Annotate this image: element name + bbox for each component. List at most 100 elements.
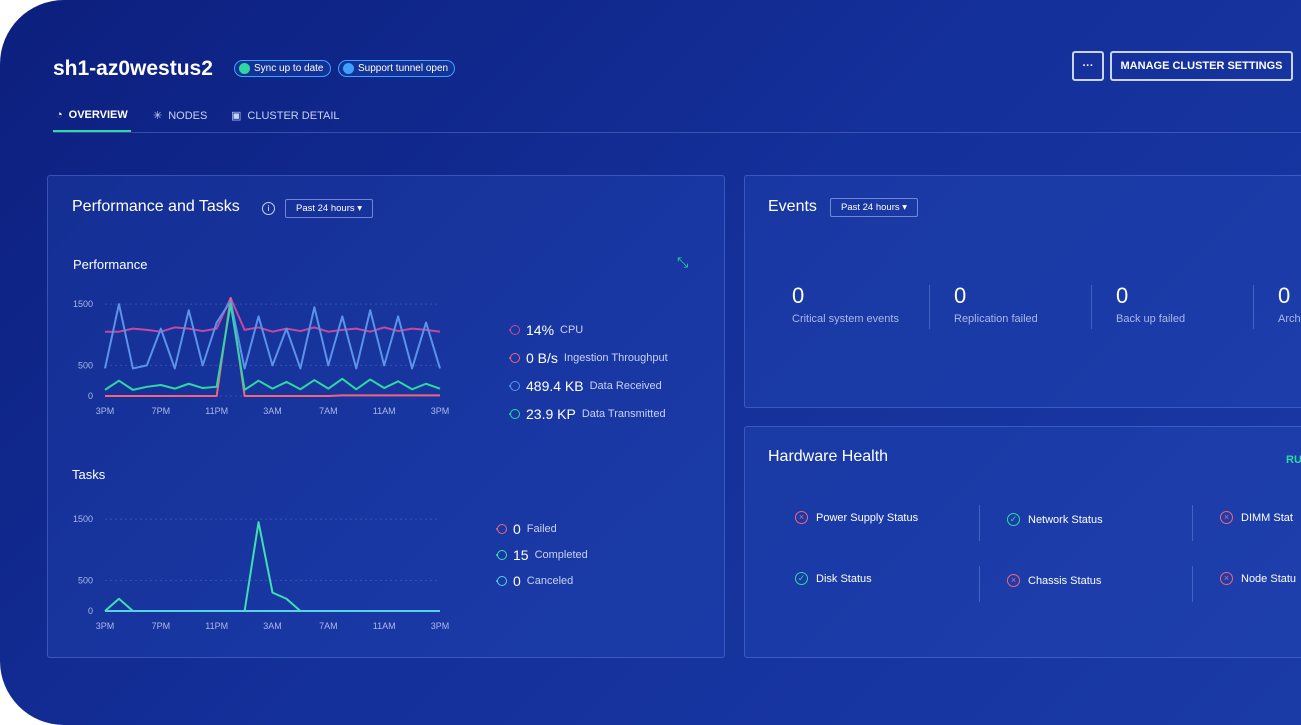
performance-chart: 0 500 1500 3PM 7PM 11PM 3AM 7AM 11AM 3PM (73, 297, 450, 416)
legend-item: 0 Failed (497, 519, 588, 539)
separator (1192, 505, 1193, 541)
separator (979, 566, 980, 602)
legend-value: 14% (526, 322, 555, 338)
hardware-item: ✓ Network Status (1007, 513, 1103, 526)
tab[interactable]: ✳ NODES (153, 109, 208, 123)
x-tick-label: 3PM (96, 406, 115, 416)
legend-item: 14% CPU (510, 320, 668, 340)
dropdown-text: Past 24 hours (296, 203, 355, 214)
separator (929, 285, 930, 329)
hardware-label: Chassis Status (1028, 574, 1102, 587)
cluster-title: sh1-az0westus2 (53, 57, 213, 80)
x-tick-label: 7AM (319, 406, 338, 416)
x-tick-label: 3PM (96, 621, 115, 631)
status-icon: × (1220, 511, 1233, 524)
badge: Sync up to date (234, 60, 331, 77)
tab[interactable]: ◔ OVERVIEW (56, 109, 128, 121)
legend-label: Completed (534, 549, 588, 561)
legend-label: Failed (526, 523, 557, 535)
event-stat: 0 Critical system events (792, 283, 899, 325)
status-icon: ✓ (795, 572, 808, 585)
x-tick-label: 3PM (431, 406, 450, 416)
badge-text: Support tunnel open (358, 63, 449, 74)
hardware-item: ✓ Disk Status (795, 572, 872, 585)
event-stat: 0 Replication failed (954, 283, 1038, 325)
status-icon: × (1220, 572, 1233, 585)
legend-label: Data Received (589, 380, 662, 392)
x-tick-label: 3AM (263, 621, 282, 631)
legend-marker (510, 409, 520, 419)
series-line (105, 297, 440, 397)
stat-value: 0 (954, 283, 967, 308)
series-line (104, 521, 440, 612)
hardware-link[interactable]: RU (1286, 454, 1301, 466)
y-tick-label: 0 (88, 391, 93, 401)
legend-label: Ingestion Throughput (563, 352, 668, 364)
x-tick-label: 3AM (263, 406, 282, 416)
y-tick-label: 500 (78, 360, 93, 370)
hardware-label: Disk Status (816, 572, 872, 585)
badge-text: Sync up to date (254, 63, 324, 74)
hardware-item: × DIMM Stat (1220, 511, 1293, 524)
legend-value: 23.9 KP (526, 406, 576, 422)
legend-marker (497, 550, 507, 560)
divider (53, 132, 1301, 133)
panel-title: Hardware Health (768, 448, 889, 465)
event-stat: 0 Back up failed (1116, 283, 1185, 325)
legend-item: 15 Completed (497, 545, 588, 565)
legend-value: 0 B/s (526, 350, 558, 366)
series-line (104, 300, 441, 370)
event-stat: 0 Arch (1278, 283, 1301, 325)
performance-panel (47, 175, 725, 658)
range-dropdown[interactable]: Past 24 hours ▾ (830, 198, 919, 217)
info-icon[interactable]: i (262, 202, 275, 215)
chart-settings-icon[interactable]: ⤡ (677, 254, 689, 270)
more-button[interactable]: ··· (1072, 51, 1104, 81)
stat-label: Arch (1278, 313, 1301, 325)
hardware-item: × Chassis Status (1007, 574, 1101, 587)
panel-title: Performance and Tasks (72, 198, 240, 215)
legend-marker (510, 353, 520, 363)
hardware-item: × Power Supply Status (795, 511, 918, 524)
events-panel (744, 175, 1301, 408)
x-tick-label: 11PM (205, 621, 228, 631)
y-tick-label: 1500 (73, 299, 93, 309)
stat-value: 0 (1116, 283, 1129, 308)
legend: 14% CPU 0 B/s Ingestion Throughput 489.4 KB D… (510, 320, 668, 432)
y-tick-label: 500 (78, 575, 93, 585)
stat-value: 0 (1278, 283, 1291, 308)
legend-value: 0 (513, 521, 521, 537)
y-tick-label: 0 (88, 606, 93, 616)
legend-label: CPU (560, 324, 584, 336)
range-dropdown[interactable]: Past 24 hours ▾ (285, 199, 374, 218)
hardware-item: × Node Statu (1220, 572, 1296, 585)
legend-item: 23.9 KP Data Transmitted (510, 404, 668, 424)
hardware-label: Network Status (1028, 513, 1103, 526)
x-tick-label: 3PM (431, 621, 450, 631)
legend-marker (510, 381, 520, 391)
stat-label: Replication failed (954, 313, 1038, 325)
badge: Support tunnel open (338, 60, 456, 77)
hardware-panel (744, 426, 1301, 658)
legend-label: Canceled (526, 575, 574, 587)
series-line (105, 297, 441, 333)
tasks-chart: 0 500 1500 3PM 7PM 11PM 3AM 7AM 11AM 3PM (73, 514, 450, 631)
separator (1192, 566, 1193, 602)
tab[interactable]: ▣ CLUSTER DETAIL (231, 109, 340, 123)
stat-label: Back up failed (1116, 313, 1186, 325)
series-line (104, 303, 441, 391)
legend-value: 0 (513, 573, 521, 589)
legend-item: 489.4 KB Data Received (510, 376, 668, 396)
section-title: Tasks (72, 467, 106, 482)
y-tick-label: 1500 (73, 514, 93, 524)
settings-button[interactable]: MANAGE CLUSTER SETTINGS (1110, 51, 1293, 81)
x-tick-label: 7PM (152, 406, 171, 416)
hardware-label: DIMM Stat (1241, 511, 1293, 524)
separator (1091, 285, 1092, 329)
tab-label: CLUSTER DETAIL (247, 109, 340, 122)
separator (1253, 285, 1254, 329)
tab-indicator (53, 130, 131, 132)
x-tick-label: 7AM (319, 621, 338, 631)
panel-title: Events (768, 198, 817, 215)
